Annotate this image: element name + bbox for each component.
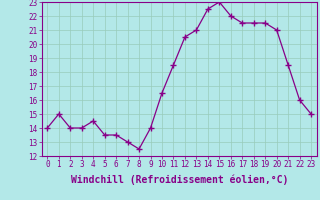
X-axis label: Windchill (Refroidissement éolien,°C): Windchill (Refroidissement éolien,°C) bbox=[70, 175, 288, 185]
